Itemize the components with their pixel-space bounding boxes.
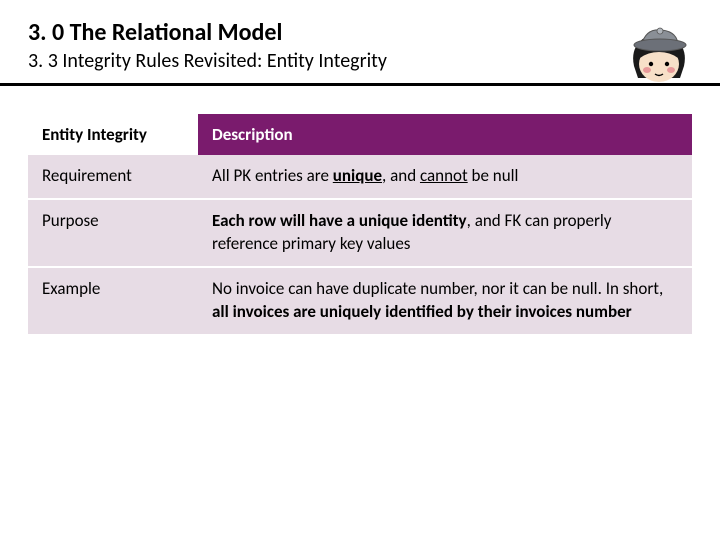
header-cell-description: Description: [198, 114, 692, 155]
row-description: Each row will have a unique identity, an…: [198, 199, 692, 267]
row-label: Requirement: [28, 155, 198, 199]
slide-subtitle: 3. 3 Integrity Rules Revisited: Entity I…: [28, 49, 692, 73]
slide-header: 3. 0 The Relational Model 3. 3 Integrity…: [0, 0, 720, 79]
table-row: PurposeEach row will have a unique ident…: [28, 199, 692, 267]
header-cell-entity: Entity Integrity: [28, 114, 198, 155]
content-area: Entity Integrity Description Requirement…: [0, 86, 720, 336]
table-body: RequirementAll PK entries are unique, an…: [28, 155, 692, 335]
integrity-table: Entity Integrity Description Requirement…: [28, 114, 692, 336]
row-description: No invoice can have duplicate number, no…: [198, 267, 692, 335]
row-description: All PK entries are unique, and cannot be…: [198, 155, 692, 199]
row-label: Example: [28, 267, 198, 335]
avatar-icon: [620, 18, 698, 96]
row-label: Purpose: [28, 199, 198, 267]
table-header-row: Entity Integrity Description: [28, 114, 692, 155]
avatar: [620, 18, 698, 96]
table-row: ExampleNo invoice can have duplicate num…: [28, 267, 692, 335]
slide-title: 3. 0 The Relational Model: [28, 18, 692, 47]
table-row: RequirementAll PK entries are unique, an…: [28, 155, 692, 199]
